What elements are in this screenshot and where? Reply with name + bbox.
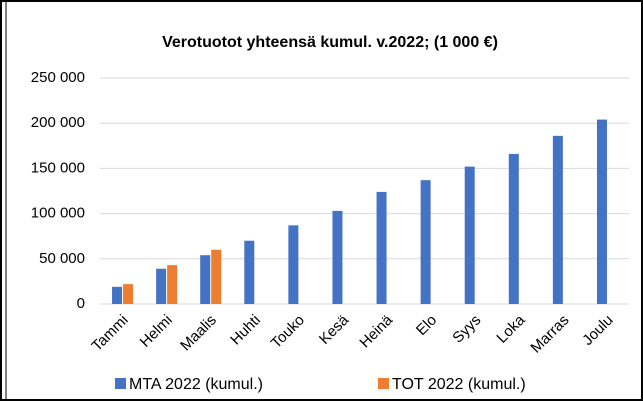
y-tick-label: 200 000 bbox=[31, 114, 85, 131]
bar bbox=[420, 180, 431, 304]
legend-label: MTA 2022 (kumul.) bbox=[129, 376, 263, 393]
y-tick-label: 100 000 bbox=[31, 205, 85, 222]
bar bbox=[288, 225, 299, 304]
bar bbox=[211, 249, 222, 304]
y-tick-label: 50 000 bbox=[39, 250, 85, 267]
y-tick-label: 0 bbox=[77, 295, 85, 312]
bar bbox=[508, 153, 519, 304]
chart-title: Verotuotot yhteensä kumul. v.2022; (1 00… bbox=[162, 34, 498, 51]
legend-swatch bbox=[115, 378, 126, 389]
bar bbox=[200, 255, 211, 304]
bar bbox=[596, 119, 607, 304]
bar bbox=[156, 268, 167, 304]
y-tick-label: 250 000 bbox=[31, 69, 85, 86]
bar bbox=[167, 265, 178, 304]
bar bbox=[244, 240, 255, 304]
legend-label: TOT 2022 (kumul.) bbox=[392, 376, 526, 393]
bar bbox=[464, 166, 475, 304]
bar bbox=[376, 191, 387, 304]
bar bbox=[123, 284, 134, 304]
y-tick-label: 150 000 bbox=[31, 159, 85, 176]
bar bbox=[332, 210, 343, 304]
bar bbox=[112, 286, 123, 304]
legend-swatch bbox=[378, 378, 389, 389]
bar bbox=[552, 135, 563, 304]
